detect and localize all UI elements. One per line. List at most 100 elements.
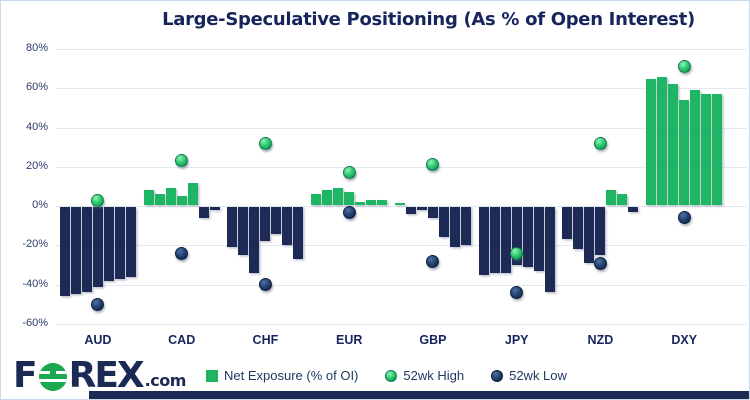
- bar-jpy-2: [489, 207, 500, 273]
- bar-jpy-5: [522, 207, 533, 267]
- y-axis-label: 0%: [32, 199, 48, 212]
- y-axis-label: 60%: [25, 81, 48, 94]
- 52wk-high-dot-chf: [258, 136, 272, 150]
- bar-eur-7: [377, 200, 388, 206]
- bar-aud-2: [70, 207, 81, 295]
- bar-nzd-2: [573, 207, 584, 250]
- gridline: [56, 127, 747, 129]
- 52wk-low-dot-jpy: [510, 286, 524, 299]
- bar-cad-4: [176, 196, 187, 206]
- bar-cad-5: [187, 182, 198, 206]
- legend-item: 52wk Low: [491, 368, 567, 383]
- 52wk-low-dot-gbp: [426, 254, 440, 268]
- bar-nzd-4: [595, 207, 606, 256]
- category-label-chf: CHF: [252, 333, 279, 347]
- bar-gbp-1: [394, 203, 405, 206]
- gridline: [56, 324, 747, 325]
- 52wk-low-dot-cad: [175, 246, 189, 260]
- bar-gbp-4: [427, 207, 438, 218]
- bar-aud-1: [59, 207, 70, 297]
- y-axis-label: -20%: [22, 238, 48, 251]
- gridline: [56, 245, 747, 247]
- logo-globe-icon: [38, 363, 67, 391]
- bar-gbp-7: [460, 207, 471, 246]
- bar-chf-7: [293, 207, 304, 260]
- bar-aud-7: [125, 207, 136, 277]
- bar-aud-4: [92, 207, 103, 287]
- legend-label: 52wk High: [403, 368, 465, 383]
- gridline: [56, 88, 747, 90]
- y-axis-label: 20%: [25, 159, 48, 172]
- forex-logo: F REX .com: [13, 354, 187, 397]
- bar-dxy-7: [712, 94, 723, 206]
- bar-jpy-1: [478, 207, 489, 275]
- bar-eur-6: [366, 200, 377, 206]
- y-axis-label: -60%: [22, 317, 48, 329]
- bar-chf-2: [238, 207, 249, 256]
- gridline: [56, 166, 747, 168]
- legend-item: Net Exposure (% of OI): [206, 368, 358, 383]
- legend-label: Net Exposure (% of OI): [224, 368, 359, 383]
- bar-eur-4: [344, 192, 355, 206]
- bar-gbp-6: [449, 207, 460, 248]
- 52wk-low-dot-nzd: [593, 256, 607, 270]
- category-label-gbp: GBP: [419, 333, 447, 347]
- 52wk-low-dot-chf: [258, 278, 272, 292]
- logo-text-f: F: [13, 355, 38, 397]
- bar-gbp-5: [438, 207, 449, 238]
- 52wk-high-dot-jpy: [510, 246, 524, 260]
- bar-dxy-5: [690, 90, 701, 206]
- bar-chf-5: [271, 207, 282, 234]
- bar-jpy-7: [544, 207, 555, 293]
- bar-chf-3: [249, 207, 260, 273]
- bar-dxy-6: [701, 94, 712, 206]
- 52wk-high-dot-gbp: [426, 158, 440, 172]
- bar-cad-2: [154, 194, 165, 206]
- bar-eur-3: [333, 188, 344, 206]
- gridline: [56, 206, 747, 208]
- 52wk-high-dot-nzd: [593, 136, 607, 150]
- bar-eur-1: [311, 194, 322, 206]
- legend-green-square-icon: [206, 369, 218, 382]
- bar-aud-5: [103, 207, 114, 281]
- category-label-jpy: JPY: [504, 333, 529, 347]
- bar-jpy-6: [533, 207, 544, 271]
- legend-label: 52wk Low: [509, 368, 567, 383]
- gridline: [56, 49, 747, 50]
- bar-chf-6: [282, 207, 293, 246]
- logo-text-rex: REX: [68, 355, 145, 397]
- legend-navy-dot-icon: [491, 369, 504, 382]
- legend-green-dot-icon: [385, 369, 398, 382]
- category-label-aud: AUD: [84, 333, 112, 347]
- gridline: [56, 284, 747, 286]
- 52wk-high-dot-aud: [91, 193, 105, 207]
- bar-eur-2: [322, 190, 333, 206]
- bar-cad-6: [198, 207, 209, 218]
- category-label-nzd: NZD: [587, 333, 614, 347]
- bottom-brand-strip: [89, 391, 749, 399]
- chart-title: Large-Speculative Positioning (As % of O…: [162, 9, 695, 30]
- y-axis-label: 80%: [25, 42, 48, 54]
- logo-text-com: .com: [144, 371, 187, 390]
- bar-nzd-1: [562, 207, 573, 240]
- 52wk-high-dot-eur: [342, 166, 356, 180]
- bar-dxy-3: [668, 84, 679, 206]
- bar-gbp-2: [405, 207, 416, 214]
- 52wk-low-dot-aud: [91, 297, 105, 311]
- bar-dxy-1: [646, 78, 657, 206]
- 52wk-low-dot-dxy: [677, 211, 691, 225]
- category-label-cad: CAD: [168, 333, 196, 347]
- y-axis-label: -40%: [22, 277, 48, 290]
- bar-nzd-3: [584, 207, 595, 264]
- bar-cad-7: [209, 207, 220, 210]
- bar-jpy-3: [500, 207, 511, 273]
- y-axis-label: 40%: [25, 120, 48, 133]
- bar-dxy-2: [657, 76, 668, 206]
- bar-chf-1: [227, 207, 238, 248]
- bar-nzd-6: [617, 194, 628, 206]
- bar-aud-6: [114, 207, 125, 279]
- legend: Net Exposure (% of OI) 52wk High 52wk Low: [206, 368, 567, 383]
- bar-cad-1: [143, 190, 154, 206]
- bar-nzd-5: [606, 190, 617, 206]
